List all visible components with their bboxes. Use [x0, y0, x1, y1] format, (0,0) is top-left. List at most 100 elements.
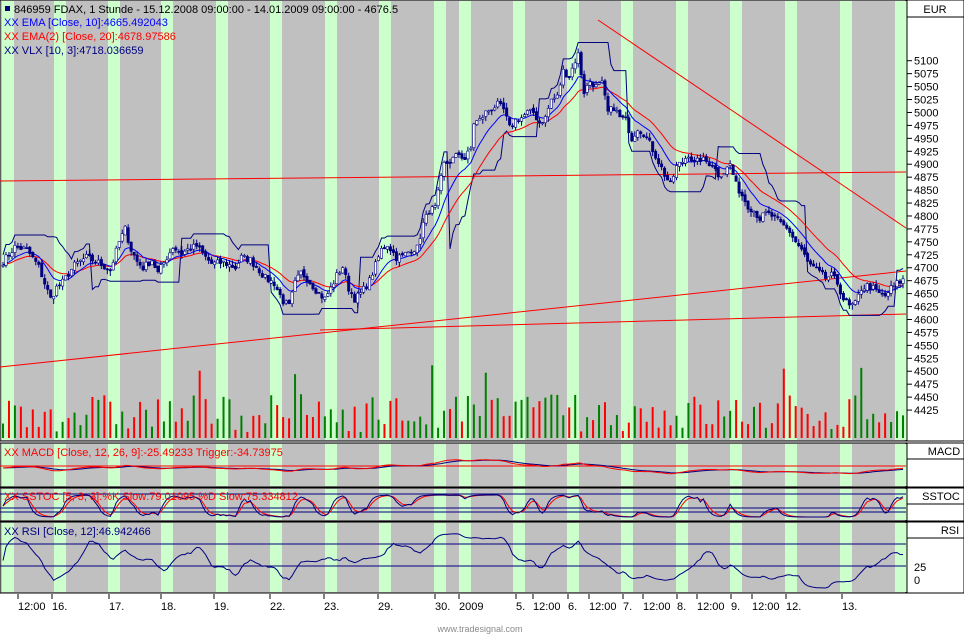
session-band: [434, 1, 446, 440]
candle-body: [329, 286, 333, 294]
volume-bar: [633, 406, 636, 438]
candle-body: [177, 251, 181, 253]
candle-body: [162, 262, 166, 265]
candle-body: [359, 292, 363, 295]
candle-body: [695, 157, 699, 162]
candle-body: [332, 283, 336, 288]
volume-bar: [395, 398, 398, 438]
candle-body: [895, 280, 899, 288]
volume-bar: [848, 399, 851, 438]
candle-body: [353, 293, 357, 303]
candle-body: [126, 227, 130, 243]
candle-body: [284, 300, 288, 304]
candle-body: [865, 283, 869, 291]
volume-bar: [460, 421, 463, 438]
sstoc-axis: [906, 503, 964, 522]
volume-bar: [621, 430, 624, 438]
session-band: [840, 444, 852, 486]
candle-body: [880, 292, 884, 295]
candle-body: [639, 131, 643, 134]
candle-body: [302, 269, 306, 278]
candle-body: [514, 118, 518, 128]
candle-body: [692, 159, 696, 163]
candle-body: [239, 254, 243, 263]
candle-body: [84, 254, 88, 259]
candle-body: [90, 254, 94, 262]
time-tick-label: 13.: [842, 601, 857, 613]
macd-line: [2, 459, 904, 475]
candle-body: [135, 254, 139, 262]
macd-pane-background[interactable]: [0, 442, 907, 488]
candle-body: [227, 264, 231, 268]
time-axis[interactable]: [0, 594, 906, 618]
volume-bar: [681, 427, 684, 438]
time-tick-label: 23.: [324, 601, 339, 613]
price-pane-background[interactable]: [0, 0, 907, 442]
volume-bar: [574, 394, 577, 438]
candle-body: [579, 52, 583, 75]
candle-body: [564, 69, 568, 78]
candle-body: [624, 116, 628, 119]
time-tick-label: 9.: [731, 601, 740, 613]
volume-bar: [13, 405, 16, 438]
volume-bar: [121, 411, 124, 438]
candle-body: [269, 280, 273, 284]
sstoc-tag: SSTOC: [922, 491, 960, 503]
candle-body: [192, 243, 196, 250]
candle-body: [871, 285, 875, 290]
volume-bar: [758, 402, 761, 438]
volume-bar: [91, 396, 94, 438]
volume-bar: [353, 406, 356, 438]
candle-body: [534, 111, 538, 121]
candlesticks: [1, 48, 905, 310]
volume-bar: [341, 409, 344, 438]
volume-bar: [484, 372, 487, 438]
volume-bar: [586, 417, 589, 438]
candle-body: [669, 180, 673, 183]
candle-body: [93, 261, 97, 264]
volume-bar: [317, 401, 320, 438]
candle-body: [385, 246, 389, 250]
volume-bar: [580, 431, 583, 438]
session-band: [513, 444, 525, 486]
candle-body: [19, 245, 23, 250]
price-tick-label: 4600: [914, 314, 938, 326]
session-band: [785, 1, 797, 440]
candle-body: [308, 279, 312, 285]
candle-body: [889, 285, 893, 294]
volume-bar: [401, 420, 404, 438]
candle-body: [657, 158, 661, 165]
candle-body: [466, 150, 470, 160]
candle-body: [198, 245, 202, 248]
volume-bar: [878, 422, 881, 438]
volume-bar: [896, 411, 899, 438]
candle-body: [475, 120, 479, 125]
volume-bar: [592, 420, 595, 438]
volume-bar: [544, 397, 547, 438]
symbol-line: 846959 FDAX, 1 Stunde - 15.12.2008 09:00…: [14, 4, 398, 16]
volume-bar: [526, 396, 529, 438]
candle-body: [314, 288, 318, 294]
price-tick-label: 4425: [914, 405, 938, 417]
session-band: [108, 523, 120, 592]
candle-body: [356, 292, 360, 304]
session-band: [216, 444, 228, 486]
time-tick-label: 12:00: [643, 601, 671, 613]
indicator-lines: [0, 459, 906, 589]
volume-bar: [729, 410, 732, 438]
price-tick-label: 4675: [914, 276, 938, 288]
candle-body: [537, 120, 541, 124]
price-axis[interactable]: [906, 0, 964, 442]
volume-bar: [25, 427, 28, 438]
volume-bar: [55, 431, 58, 438]
candle-body: [427, 213, 431, 215]
candle-body: [141, 265, 145, 271]
sstoc-legend: XX SSTOC [5, 3, 3]:%K Slow:79.01095 %D S…: [4, 491, 298, 503]
volume-bar: [890, 421, 893, 438]
candle-body: [508, 117, 512, 126]
candle-body: [868, 283, 872, 291]
candle-body: [725, 166, 729, 175]
volume-bar: [431, 365, 434, 438]
candle-body: [424, 214, 428, 224]
